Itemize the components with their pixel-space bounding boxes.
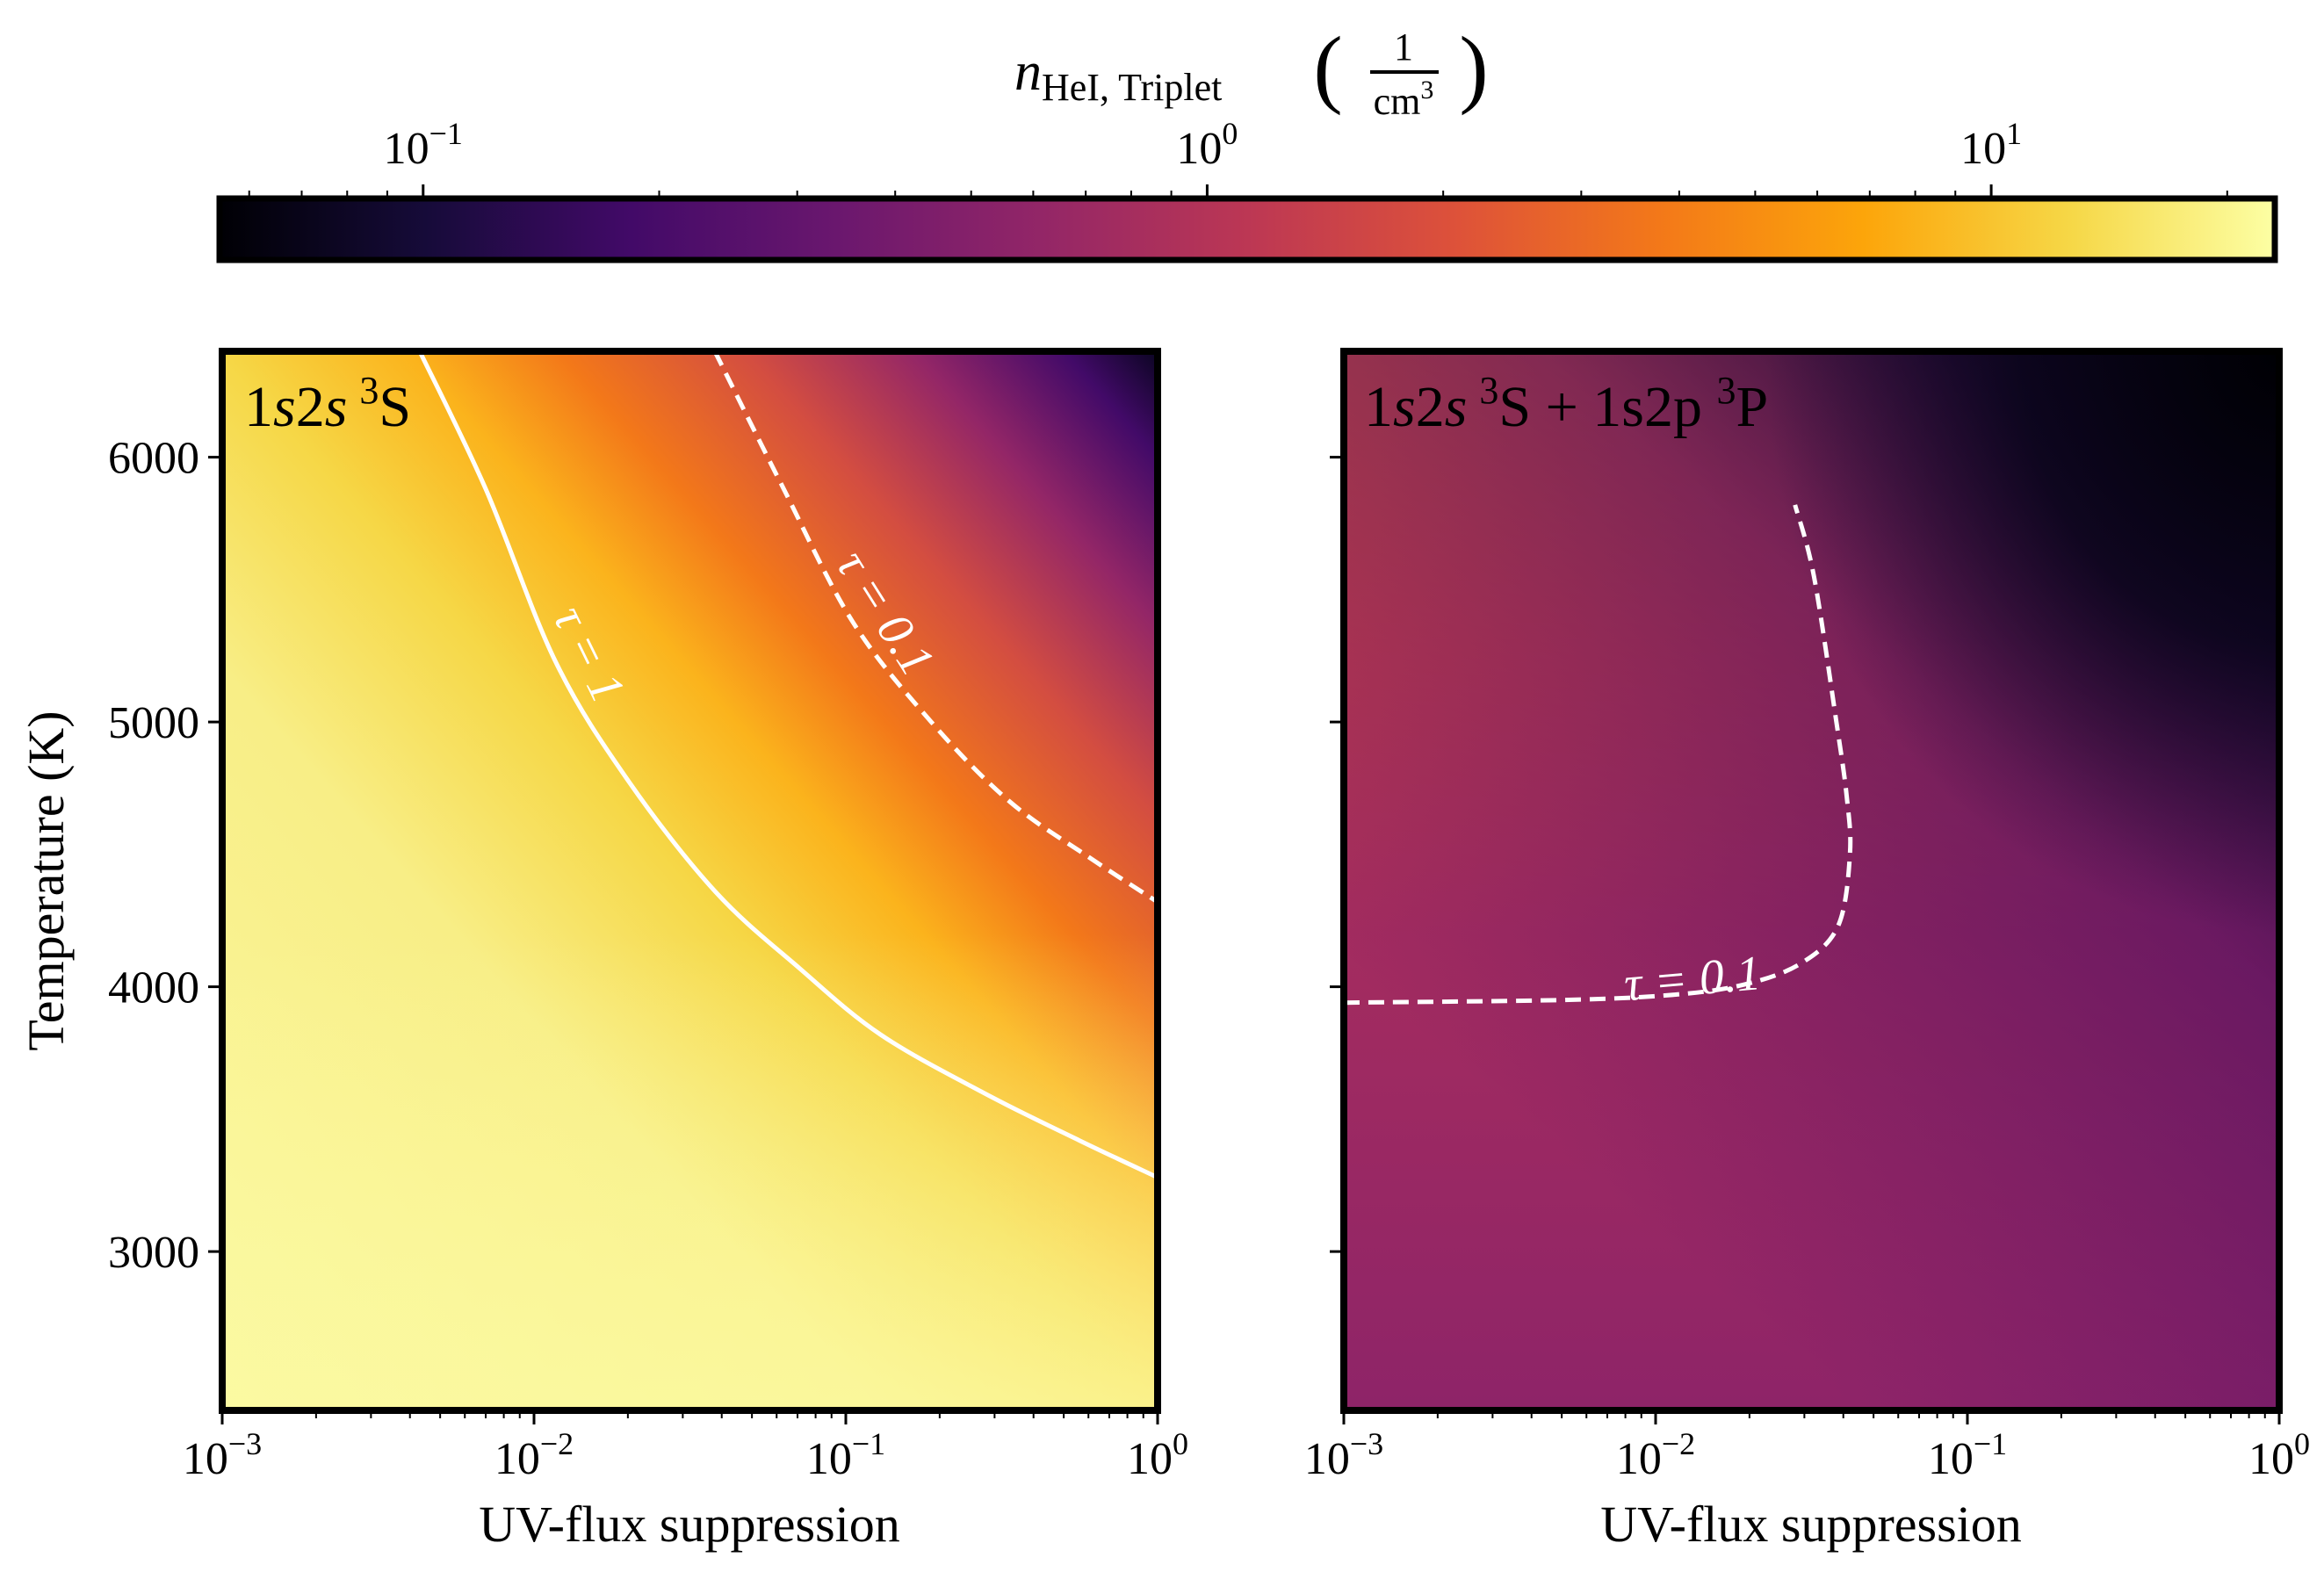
right-y-axis [1330, 456, 1344, 1253]
right-contour-labels: τ = 0.1 [1622, 946, 1764, 1012]
colorbar-fraction-denominator: cm3 [1374, 76, 1434, 123]
colorbar-fraction: ( 1 cm3 ) [1313, 18, 1488, 123]
x-tick-label: 10−2 [494, 1426, 574, 1484]
left-contours [417, 351, 1158, 1179]
left-axes-frame [219, 348, 1161, 1414]
x-tick-label: 10−3 [1304, 1426, 1383, 1484]
x-tick-label: 10−2 [1616, 1426, 1695, 1484]
y-tick-label: 6000 [108, 434, 199, 484]
colorbar-gradient [220, 198, 2275, 260]
left-x-axis: 10−3 10−2 10−1 100 [183, 1410, 1188, 1484]
colorbar-tick-label: 10−1 [384, 116, 463, 174]
y-tick-label: 3000 [108, 1228, 199, 1278]
right-panel-label: 1s2s 3S + 1s2p 3P [1364, 369, 1768, 439]
y-tick-label: 5000 [108, 698, 199, 748]
colorbar-tick-label: 100 [1176, 116, 1238, 174]
colorbar-label: nHeI, Triplet [1014, 42, 1222, 109]
right-x-axis: 10−3 10−2 10−1 100 [1304, 1410, 2310, 1484]
right-axes-frame [1340, 348, 2283, 1414]
contour-label: τ = 0.1 [1622, 946, 1764, 1012]
contour-line [712, 351, 1158, 905]
x-tick-label: 10−3 [183, 1426, 262, 1484]
colorbar-tick-label: 101 [1960, 116, 2022, 174]
colorbar-ticks: 10−1 100 101 [248, 116, 2228, 198]
x-tick-label: 10−1 [806, 1426, 885, 1484]
left-x-axis-title: UV-flux suppression [479, 1496, 900, 1553]
contour-line [1344, 504, 1853, 1006]
colorbar-fraction-numerator: 1 [1394, 25, 1413, 69]
colorbar: nHeI, Triplet ( 1 cm3 ) 10−1 100 101 [216, 18, 2278, 263]
right-panel: 1s2s 3S + 1s2p 3P τ = 0.1 10−3 10−2 10−1 100… [1304, 348, 2310, 1553]
svg-text:(: ( [1313, 18, 1342, 116]
svg-text:): ) [1459, 18, 1488, 116]
contour-line [417, 351, 1158, 1179]
y-axis-title: Temperature (K) [18, 710, 75, 1050]
colorbar-frame [216, 195, 2278, 263]
left-panel-label: 1s2s 3S [244, 369, 411, 439]
right-x-axis-title: UV-flux suppression [1600, 1496, 2022, 1553]
right-contours [1344, 504, 1853, 1006]
y-tick-label: 4000 [108, 963, 199, 1013]
x-tick-label: 100 [1127, 1426, 1188, 1484]
x-tick-label: 10−1 [1928, 1426, 2007, 1484]
left-y-axis: 3000 4000 5000 6000 [108, 434, 222, 1278]
x-tick-label: 100 [2248, 1426, 2310, 1484]
